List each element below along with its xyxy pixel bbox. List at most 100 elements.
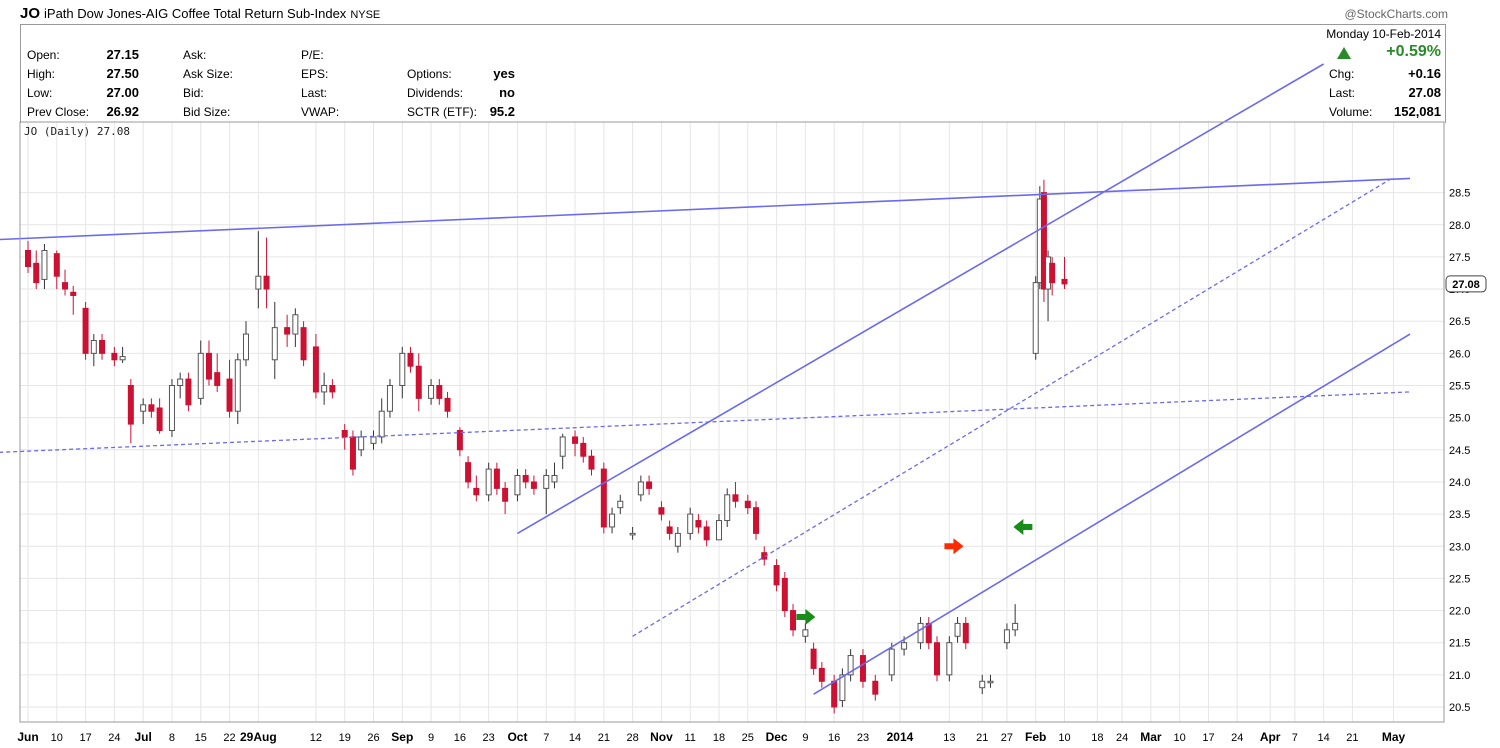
x-tick-label: 22 xyxy=(223,732,235,744)
dividends-label: Dividends: xyxy=(407,86,464,100)
candle xyxy=(716,514,722,541)
candle-body-down xyxy=(646,481,653,489)
x-tick-label: 2014 xyxy=(887,730,914,744)
y-tick-label: 22.0 xyxy=(1449,606,1470,618)
candle-body-down xyxy=(600,468,607,528)
candle xyxy=(62,269,69,296)
quote-panel: Open: 27.15 High: 27.50 Low: 27.00 Prev … xyxy=(20,24,1446,123)
candle-body-up xyxy=(1003,629,1010,644)
candle xyxy=(370,430,377,450)
y-tick-label: 28.5 xyxy=(1449,188,1470,200)
x-tick-label: Apr xyxy=(1260,730,1281,744)
candle-body-down xyxy=(300,327,307,361)
candle-body-down xyxy=(185,378,192,406)
last-label-mid: Last: xyxy=(301,86,328,100)
gridlines xyxy=(20,122,1444,722)
candle xyxy=(987,674,994,688)
candle-body-down xyxy=(111,352,118,361)
candle xyxy=(666,520,673,540)
candle xyxy=(111,346,118,367)
candle-body-up xyxy=(1032,282,1039,354)
arrow-right-icon xyxy=(796,608,816,625)
trendline-solid xyxy=(0,177,1411,241)
candle-body-down xyxy=(456,430,463,451)
candle-body-down xyxy=(580,442,587,457)
trendline-dashed xyxy=(0,391,1411,453)
x-tick-label: 24 xyxy=(1116,732,1128,744)
candle-body-up xyxy=(177,378,184,387)
x-tick-label: 7 xyxy=(1292,732,1298,744)
candle-body-up xyxy=(551,475,558,483)
candle xyxy=(197,340,204,405)
candle-body-down xyxy=(666,526,673,534)
x-tick-label: 18 xyxy=(713,732,725,744)
candle xyxy=(674,526,681,553)
x-tick-label: Oct xyxy=(507,730,527,744)
chart-title: JO iPath Dow Jones-AIG Coffee Total Retur… xyxy=(20,5,380,22)
candle xyxy=(543,469,550,515)
candle xyxy=(753,501,760,540)
candle xyxy=(41,244,48,290)
trendlines xyxy=(0,63,1411,695)
candle xyxy=(933,636,940,682)
candle xyxy=(140,398,147,425)
candle xyxy=(205,340,212,386)
candle xyxy=(790,604,797,637)
candle xyxy=(839,668,846,707)
volume-value: 152,081 xyxy=(1394,104,1441,119)
candle xyxy=(1061,256,1068,290)
low-label: Low: xyxy=(27,86,53,100)
candle-body-down xyxy=(156,407,163,432)
x-tick-label: 10 xyxy=(51,732,63,744)
candle xyxy=(629,526,636,540)
candle-body-down xyxy=(831,680,838,708)
candle-body-down xyxy=(962,622,969,644)
x-tick-label: 25 xyxy=(742,732,754,744)
stockcharts-credit[interactable]: @StockCharts.com xyxy=(1344,7,1448,21)
candle-body-down xyxy=(148,404,155,412)
candle xyxy=(559,433,566,470)
high-label: High: xyxy=(27,67,56,81)
candle xyxy=(321,372,328,405)
candle xyxy=(493,462,500,495)
candle xyxy=(724,488,731,527)
candle xyxy=(888,642,895,682)
candle-body-up xyxy=(197,352,204,399)
x-tick-label: Jun xyxy=(17,730,38,744)
y-tick-label: 24.0 xyxy=(1449,477,1470,489)
candle xyxy=(522,469,529,489)
y-tick-label: 23.5 xyxy=(1449,509,1470,521)
x-tick-label: 14 xyxy=(569,732,581,744)
candle-body-up xyxy=(559,436,566,457)
dividends-value: no xyxy=(499,85,515,100)
options-value: yes xyxy=(493,66,515,81)
candle-body-up xyxy=(234,359,241,412)
x-tick-label: 28 xyxy=(627,732,639,744)
candle-body-up xyxy=(119,356,126,361)
y-tick-label: 23.0 xyxy=(1449,541,1470,553)
candle-body-down xyxy=(933,642,940,676)
candle xyxy=(1012,604,1019,637)
y-tick-label: 25.5 xyxy=(1449,381,1470,393)
arrow-right-icon xyxy=(944,538,964,555)
bid-label: Bid: xyxy=(183,86,204,100)
candle-body-down xyxy=(773,565,780,586)
x-tick-label: 8 xyxy=(169,732,175,744)
eps-label: EPS: xyxy=(301,67,329,81)
open-label: Open: xyxy=(27,48,60,62)
candle xyxy=(271,301,278,380)
candle xyxy=(1003,623,1010,650)
candle xyxy=(1045,250,1052,322)
vwap-label: VWAP: xyxy=(301,105,340,119)
candle-body-down xyxy=(205,352,212,380)
candle xyxy=(818,661,825,688)
candle-body-down xyxy=(522,475,529,483)
x-tick-label: 11 xyxy=(684,732,695,744)
candle xyxy=(954,616,961,643)
x-tick-label: 23 xyxy=(483,732,495,744)
axes: 20.5 21.0 21.5 22.0 22.5 23.0 23.5 24.0 24.5 25.0… xyxy=(17,121,1487,744)
candle-body-up xyxy=(399,352,406,387)
candle xyxy=(580,436,587,463)
candle-body-down xyxy=(214,372,221,387)
candle-body-up xyxy=(987,680,994,684)
